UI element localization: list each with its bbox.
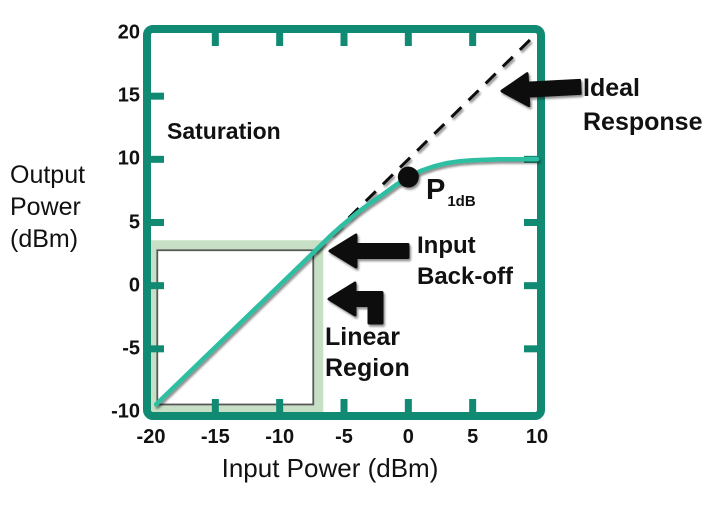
y-tick-label: 15 (117, 84, 140, 107)
ideal-response-arrow (500, 72, 582, 108)
axis-tick-top (404, 33, 412, 46)
x-tick-label: -10 (265, 426, 295, 448)
linear-region-label-line: Region (325, 354, 410, 382)
y-tick-label: 0 (128, 274, 140, 297)
y-tick-label: -10 (111, 400, 140, 423)
x-axis-title: Input Power (dBm) (221, 453, 439, 483)
y-tick-label: 5 (128, 211, 140, 233)
y-tick-label: -5 (122, 337, 140, 360)
ideal-response-label: Ideal Response (583, 71, 702, 139)
y-tick-label: 10 (117, 147, 140, 170)
axis-tick-left (151, 345, 164, 353)
y-axis-title-line: (dBm) (10, 225, 79, 253)
axis-tick-left (151, 155, 164, 163)
axis-tick-right (524, 219, 537, 226)
axis-tick-top (340, 33, 348, 46)
input-backoff-label: Input Back-off (417, 230, 513, 292)
axis-tick-bottom (469, 399, 477, 412)
axis-tick-right (524, 282, 537, 290)
y-axis-title-line: Output (10, 161, 86, 189)
x-tick-label: -15 (200, 426, 230, 448)
ideal-response-label-line: Response (583, 108, 703, 136)
p1db-label-main: P (426, 174, 446, 206)
axis-tick-top (276, 33, 284, 46)
axis-tick-left (151, 92, 164, 100)
x-tick-label: 0 (402, 426, 414, 448)
axis-tick-left (151, 282, 164, 290)
axis-tick-bottom (340, 399, 348, 412)
p1db-label-subscript: 1dB (447, 193, 476, 210)
x-tick-label: 10 (525, 426, 549, 448)
linear-region-label-line: Linear (325, 323, 401, 351)
linear-region-box-outline (156, 249, 315, 406)
linear-region-arrow (327, 281, 384, 325)
x-tick-label: -5 (335, 426, 353, 448)
ideal-response-label-line: Ideal (583, 74, 640, 102)
input-backoff-arrow (328, 233, 410, 269)
input-backoff-label-line: Back-off (417, 263, 514, 290)
axis-tick-left (151, 219, 164, 226)
axis-tick-bottom (404, 399, 412, 412)
axis-tick-top (211, 33, 219, 46)
axis-tick-top (469, 33, 477, 46)
x-tick-label: 5 (467, 426, 479, 448)
linear-region-label: Linear Region (325, 322, 410, 384)
y-axis-title-line: Power (10, 193, 81, 221)
saturation-label: Saturation (167, 118, 281, 144)
input-backoff-label-line: Input (417, 232, 476, 259)
y-tick-label: 20 (117, 21, 140, 44)
p1db-label: P 1dB (426, 174, 476, 210)
x-tick-label: -20 (136, 426, 166, 448)
plot-frame (143, 25, 545, 420)
axis-tick-bottom (211, 399, 219, 412)
axis-tick-bottom (276, 399, 284, 412)
y-axis-title: Output Power (dBm) (10, 159, 85, 255)
axis-tick-right (524, 345, 537, 353)
p1db-marker (397, 166, 419, 188)
